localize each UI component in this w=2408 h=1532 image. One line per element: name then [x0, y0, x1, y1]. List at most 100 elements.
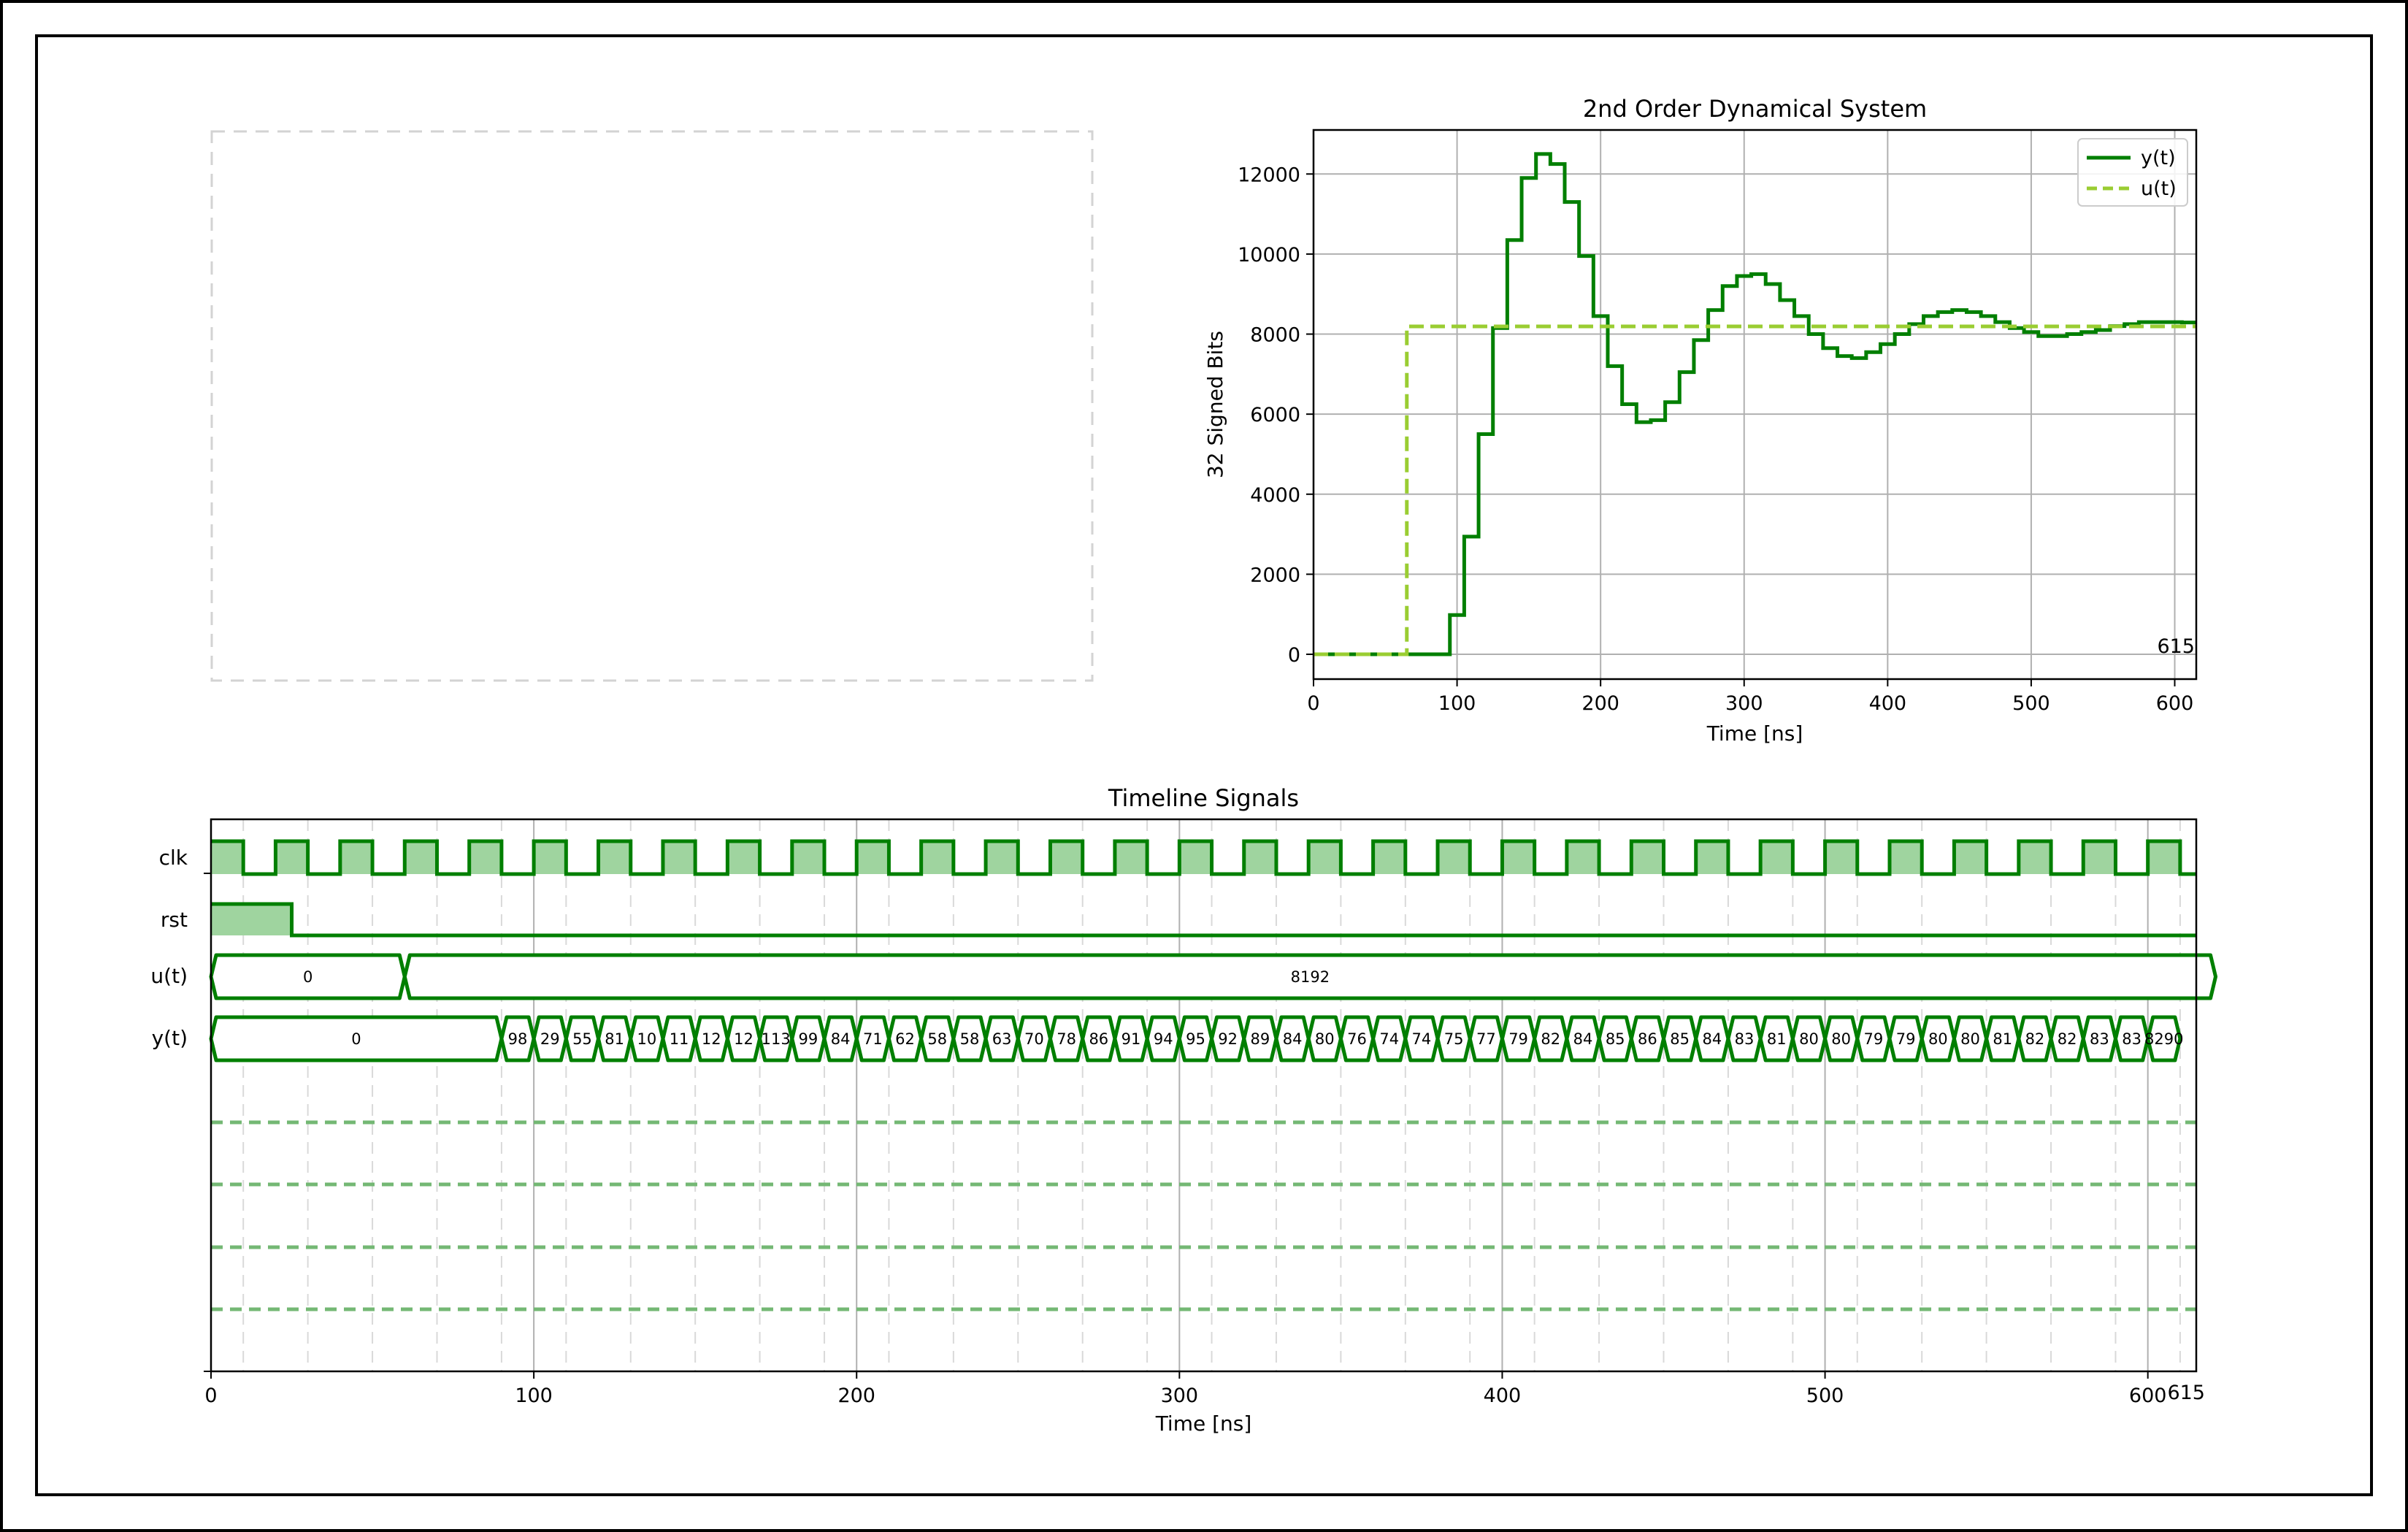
y-bus-value: 91 — [1121, 1030, 1141, 1048]
y-bus-segment — [1985, 1015, 2021, 1062]
y-bus-value: 84 — [831, 1030, 851, 1048]
empty-plot-placeholder — [210, 130, 1094, 682]
y-bus-value: 80 — [1315, 1030, 1335, 1048]
y-bus-value: 70 — [1024, 1030, 1044, 1048]
y-bus-value: 79 — [1896, 1030, 1916, 1048]
clk-fill — [211, 841, 2180, 874]
signal-label-clk: clk — [159, 846, 188, 870]
u-bus-value: 0 — [303, 968, 312, 986]
y-bus-value: 89 — [1251, 1030, 1270, 1048]
y-bus-value: 82 — [2025, 1030, 2045, 1048]
y-bus-segment — [1306, 1015, 1343, 1062]
y-bus-value: 84 — [1702, 1030, 1722, 1048]
y-bus-value: 81 — [605, 1030, 624, 1048]
y-bus-segment — [1177, 1015, 1214, 1062]
y-bus-value: 12 — [702, 1030, 721, 1048]
y-bus-segment — [1823, 1015, 1860, 1062]
y-bus-segment — [919, 1015, 956, 1062]
y-bus-value: 74 — [1412, 1030, 1432, 1048]
y-bus-segment — [1500, 1015, 1537, 1062]
series-line-y(t) — [1314, 152, 2196, 656]
y-bus-value: 76 — [1347, 1030, 1367, 1048]
y-tick-label: 0 — [1288, 644, 1300, 667]
x-tick-label: 200 — [837, 1384, 875, 1407]
plot-frame — [1312, 129, 2198, 681]
timeline-x-axis-label: Time [ns] — [1155, 1412, 1252, 1436]
y-tick-label: 12000 — [1238, 164, 1300, 186]
y-bus-segment — [1887, 1015, 1924, 1062]
y-bus-segment — [758, 1015, 794, 1062]
y-bus-segment — [1016, 1015, 1052, 1062]
y-bus-segment — [1468, 1015, 1504, 1062]
y-bus-segment — [1403, 1015, 1440, 1062]
y-bus-value: 12 — [734, 1030, 754, 1048]
y-bus-value: 80 — [1799, 1030, 1819, 1048]
y-bus-segment — [1242, 1015, 1278, 1062]
y-bus-segment — [1855, 1015, 1892, 1062]
x-tick-label: 500 — [2012, 692, 2050, 715]
y-bus-value: 99 — [799, 1030, 818, 1048]
y-bus-segment — [1145, 1015, 1181, 1062]
y-bus-value: 84 — [1573, 1030, 1593, 1048]
signal-label-rst: rst — [161, 908, 188, 932]
y-bus-value: 77 — [1476, 1030, 1496, 1048]
y-bus-segment — [2113, 1015, 2150, 1062]
y-bus-segment — [1435, 1015, 1472, 1062]
series-line-u(t) — [1314, 324, 2196, 656]
y-bus-value: 71 — [863, 1030, 883, 1048]
chart-title: 2nd Order Dynamical System — [1583, 95, 1927, 123]
clk-trace — [211, 839, 2196, 876]
y-bus-value: 94 — [1154, 1030, 1173, 1048]
y-tick-label: 8000 — [1250, 324, 1300, 347]
y-bus-segment — [822, 1015, 859, 1062]
y-bus-value: 11 — [670, 1030, 689, 1048]
y-bus-value: 0 — [351, 1030, 361, 1048]
y-bus-value: 82 — [2058, 1030, 2077, 1048]
y-bus-value: 75 — [1444, 1030, 1464, 1048]
y-bus-segment — [2146, 1015, 2182, 1062]
y-bus-segment — [1920, 1015, 1956, 1062]
timeline-frame — [210, 818, 2198, 1373]
y-bus-segment — [532, 1015, 568, 1062]
y-bus-value: 98 — [508, 1030, 528, 1048]
y-bus-segment — [661, 1015, 697, 1062]
y-bus-segment — [1726, 1015, 1763, 1062]
y-bus-segment — [2017, 1015, 2053, 1062]
x-tick-label: 0 — [204, 1384, 217, 1407]
y-bus-segment — [2049, 1015, 2085, 1062]
y-bus-segment — [499, 1015, 536, 1062]
y-bus-segment — [1274, 1015, 1311, 1062]
timeline-time-annotation: 615 — [2167, 1382, 2205, 1404]
y-bus-value: 8290 — [2144, 1030, 2183, 1048]
y-bus-value: 113 — [762, 1030, 791, 1048]
y-bus-value: 80 — [1831, 1030, 1851, 1048]
dynamical-system-chart: 0 100 200 300 400 500 600020004000600080001000… — [1203, 95, 2198, 746]
y-bus-value: 95 — [1186, 1030, 1205, 1048]
x-axis-label: Time [ns] — [1706, 721, 1803, 746]
inner-border — [35, 34, 2373, 1496]
y-bus-value: 85 — [1606, 1030, 1625, 1048]
y-bus-value: 81 — [1767, 1030, 1787, 1048]
y-bus-value: 92 — [1218, 1030, 1238, 1048]
y-bus-value: 79 — [1508, 1030, 1528, 1048]
x-tick-label: 600 — [2156, 692, 2194, 715]
x-tick-label: 400 — [1869, 692, 1907, 715]
y-bus-value: 82 — [1541, 1030, 1560, 1048]
y-bus-value: 86 — [1638, 1030, 1657, 1048]
y-bus-segment — [597, 1015, 633, 1062]
x-tick-label: 600 — [2129, 1384, 2167, 1407]
x-tick-label: 500 — [1806, 1384, 1844, 1407]
y-bus-value: 62 — [895, 1030, 915, 1048]
y-tick-label: 10000 — [1238, 244, 1300, 267]
y-bus-segment — [693, 1015, 729, 1062]
signal-label-y: y(t) — [152, 1026, 188, 1050]
y-bus-segment — [1629, 1015, 1666, 1062]
y-bus-value: 85 — [1670, 1030, 1690, 1048]
y-bus-segment — [1113, 1015, 1149, 1062]
y-axis-label: 32 Signed Bits — [1203, 331, 1227, 478]
u-bus-value: 8192 — [1291, 968, 1330, 986]
y-bus-segment — [1081, 1015, 1117, 1062]
